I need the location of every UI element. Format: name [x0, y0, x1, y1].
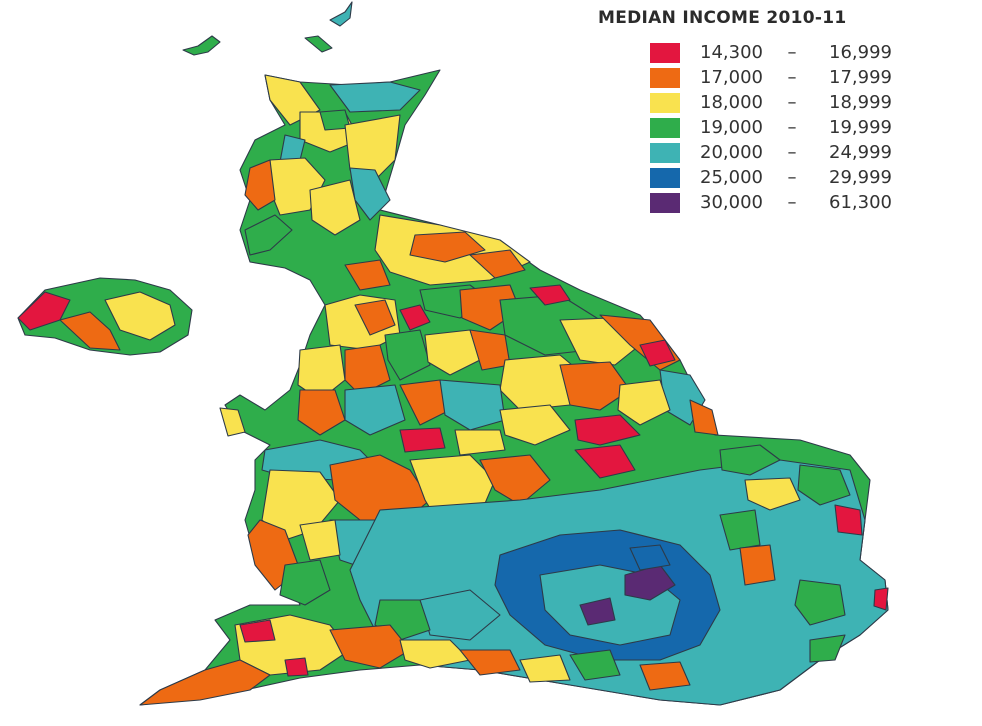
legend-separator: – — [787, 142, 797, 163]
great-britain — [139, 69, 889, 706]
legend-swatch — [650, 167, 680, 188]
legend-low: 20,000 — [700, 142, 763, 163]
legend-item: 14,300 – 16,999 — [598, 40, 968, 65]
legend-title: MEDIAN INCOME 2010-11 — [598, 8, 847, 28]
northern-ireland — [17, 277, 193, 356]
legend: MEDIAN INCOME 2010-11 14,300 – 16,999 17… — [598, 8, 968, 215]
legend-item: 30,000 – 61,300 — [598, 190, 968, 215]
legend-swatch — [650, 42, 680, 63]
legend-low: 30,000 — [700, 192, 763, 213]
legend-high: 18,999 — [829, 92, 892, 113]
northern-islands — [182, 1, 353, 56]
legend-high: 24,999 — [829, 142, 892, 163]
legend-high: 61,300 — [829, 192, 892, 213]
legend-item: 19,000 – 19,999 — [598, 115, 968, 140]
legend-item: 17,000 – 17,999 — [598, 65, 968, 90]
legend-swatch — [650, 67, 680, 88]
legend-separator: – — [787, 167, 797, 188]
legend-separator: – — [787, 67, 797, 88]
legend-high: 29,999 — [829, 167, 892, 188]
legend-item: 20,000 – 24,999 — [598, 140, 968, 165]
legend-swatch — [650, 192, 680, 213]
legend-item: 25,000 – 29,999 — [598, 165, 968, 190]
legend-low: 18,000 — [700, 92, 763, 113]
legend-swatch — [650, 117, 680, 138]
legend-separator: – — [787, 42, 797, 63]
legend-swatch — [650, 92, 680, 113]
legend-low: 14,300 — [700, 42, 763, 63]
legend-separator: – — [787, 92, 797, 113]
legend-low: 17,000 — [700, 67, 763, 88]
legend-swatch — [650, 142, 680, 163]
legend-low: 25,000 — [700, 167, 763, 188]
legend-separator: – — [787, 117, 797, 138]
legend-high: 17,999 — [829, 67, 892, 88]
legend-separator: – — [787, 192, 797, 213]
legend-high: 16,999 — [829, 42, 892, 63]
legend-low: 19,000 — [700, 117, 763, 138]
legend-high: 19,999 — [829, 117, 892, 138]
legend-item: 18,000 – 18,999 — [598, 90, 968, 115]
